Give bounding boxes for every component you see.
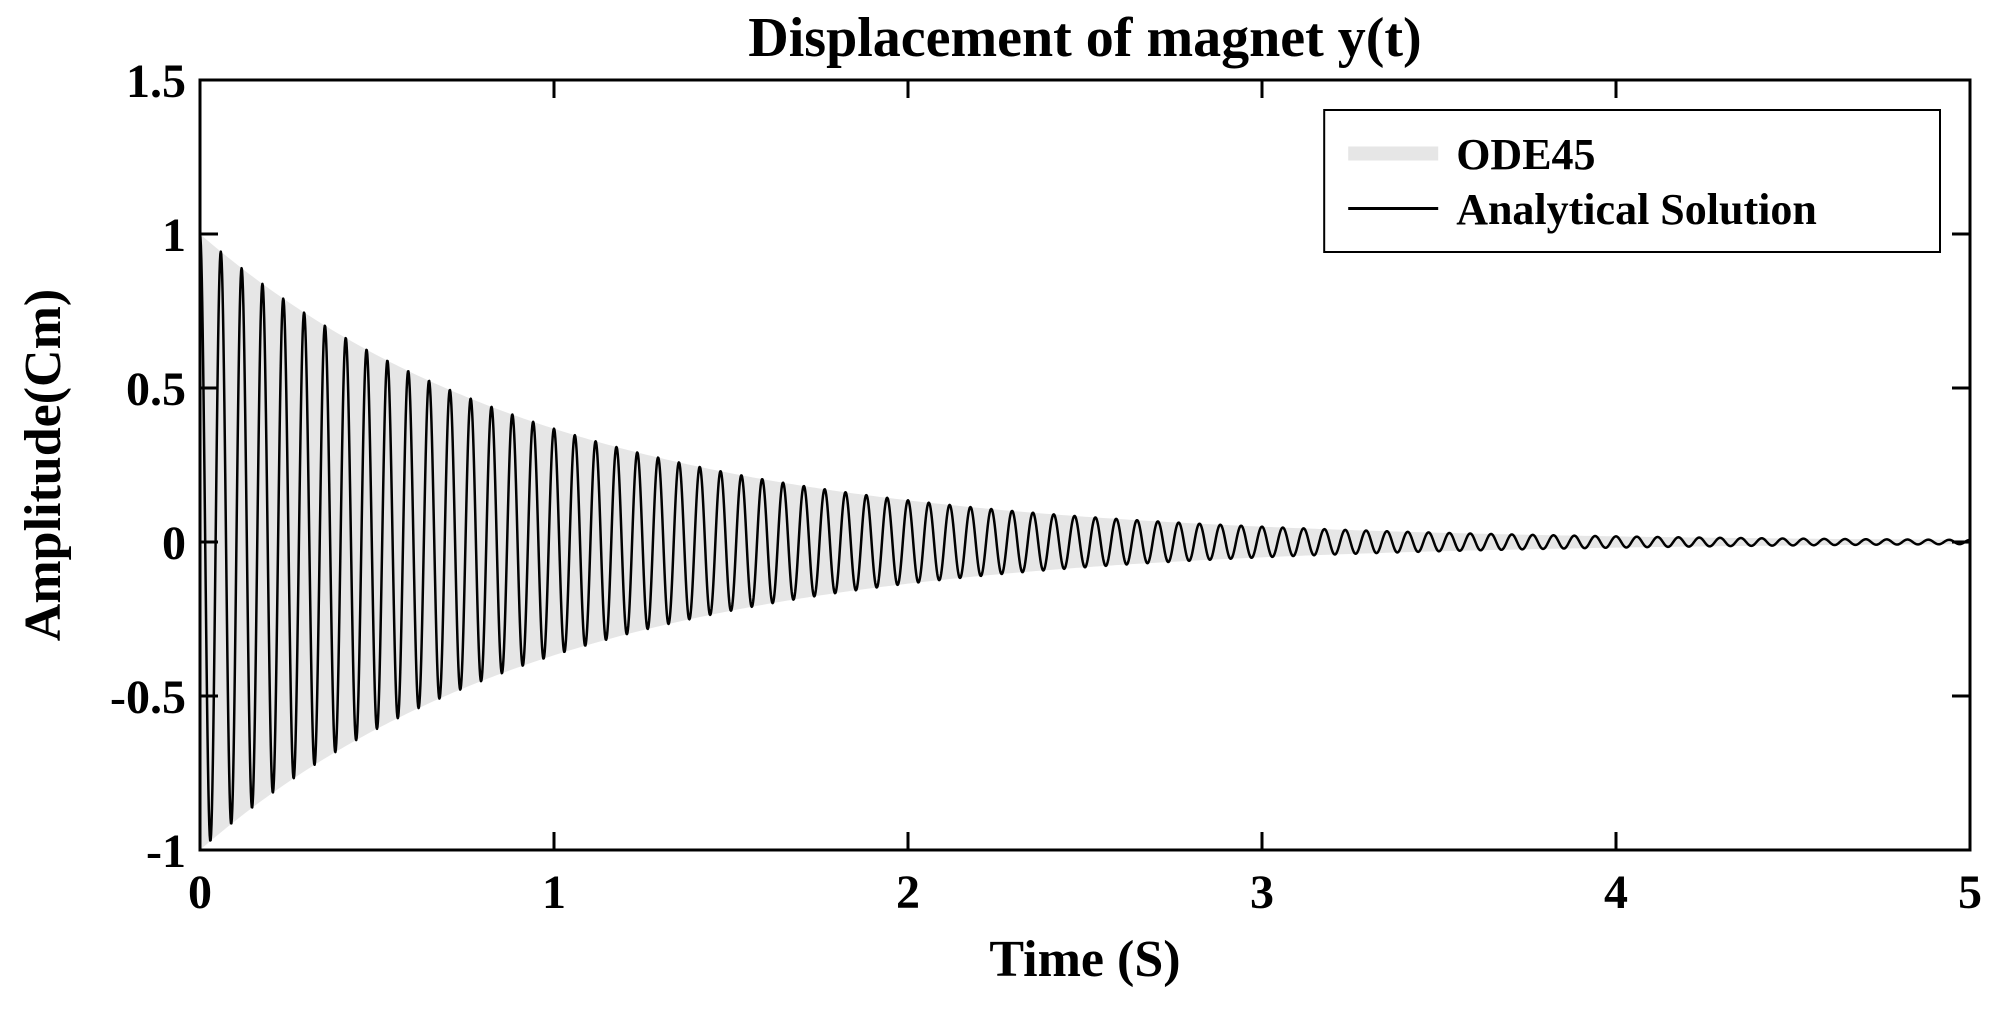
y-tick-label: 0.5: [126, 363, 186, 416]
x-tick-label: 2: [896, 866, 920, 919]
chart-title: Displacement of magnet y(t): [748, 7, 1421, 69]
chart-container: Displacement of magnet y(t) 0 1 2 3 4 5 -1 -0.5 0…: [0, 0, 2007, 1010]
x-tick-label: 0: [188, 866, 212, 919]
y-tick-label: -0.5: [110, 671, 186, 724]
y-tick-label: 1.5: [126, 55, 186, 108]
y-tick-label: 0: [162, 517, 186, 570]
x-tick-label: 4: [1604, 866, 1628, 919]
x-axis-label: Time (S): [989, 931, 1180, 988]
legend-box: ODE45 Analytical Solution: [1324, 110, 1940, 252]
y-axis-label: Amplitude(Cm): [15, 289, 72, 641]
x-tick-label: 5: [1958, 866, 1982, 919]
y-tick-label: -1: [146, 825, 186, 878]
x-tick-label: 3: [1250, 866, 1274, 919]
legend-ode45-label: ODE45: [1456, 130, 1595, 179]
displacement-chart: Displacement of magnet y(t) 0 1 2 3 4 5 -1 -0.5 0…: [0, 0, 2007, 1010]
y-tick-label: 1: [162, 209, 186, 262]
x-tick-label: 1: [542, 866, 566, 919]
legend-analytical-label: Analytical Solution: [1456, 185, 1817, 234]
